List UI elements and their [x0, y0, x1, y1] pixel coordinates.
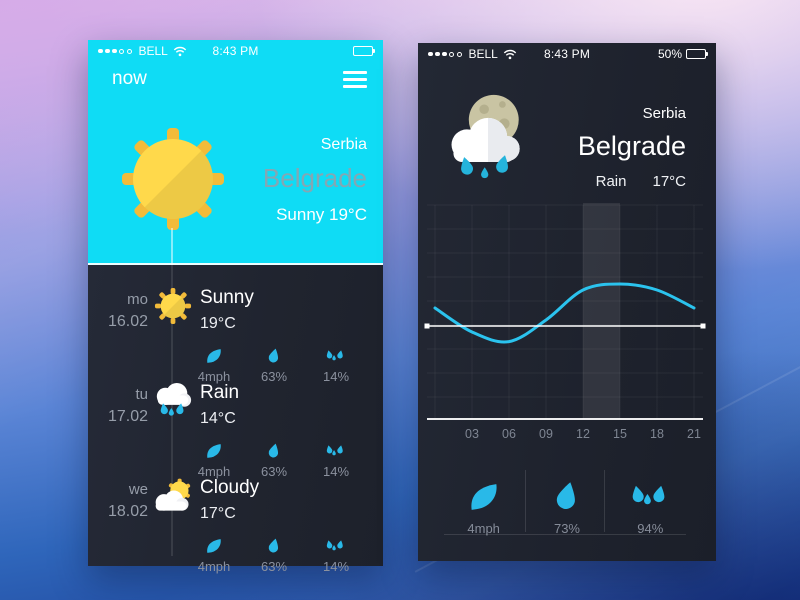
battery-icon [353, 46, 375, 56]
humidity-stat: 63% [254, 345, 294, 384]
country-label: Serbia [642, 105, 686, 122]
wind-stat: 4mph [190, 535, 238, 574]
rain-cloud-icon [152, 382, 194, 424]
wind-value: 4mph [197, 464, 231, 479]
day-date: 16.02 [107, 313, 148, 330]
wind-value: 4mph [197, 369, 231, 384]
day-date: 17.02 [107, 408, 148, 425]
sun-cloud-icon [152, 477, 194, 519]
raindrop-icon [254, 535, 294, 553]
humidity-value: 63% [260, 369, 288, 384]
battery-icon [686, 49, 708, 59]
clock: 8:43 PM [212, 44, 259, 58]
stats-divider [444, 534, 686, 535]
leaf-icon [190, 440, 238, 458]
raindrop-icon [525, 474, 608, 510]
precipitation-stat: 14% [314, 440, 358, 479]
leaf-icon [190, 345, 238, 363]
humidity-stat: 63% [254, 440, 294, 479]
precipitation-value: 14% [322, 369, 350, 384]
svg-text:03: 03 [465, 427, 479, 441]
day-name: tu [135, 386, 148, 403]
svg-text:12: 12 [576, 427, 590, 441]
current-conditions: Sunny 19°C [276, 205, 367, 224]
svg-text:21: 21 [687, 427, 701, 441]
country-label: Serbia [320, 136, 367, 153]
precipitation-value: 14% [322, 559, 350, 574]
page-title: now [112, 68, 147, 89]
hourly-temperature-chart: 03 06 09 12 15 18 21 [424, 203, 706, 441]
timeline-line [171, 228, 173, 265]
signal-strength-icon [98, 48, 132, 54]
humidity-value: 63% [260, 464, 288, 479]
city-label: Belgrade [262, 163, 367, 193]
stats-divider [525, 470, 526, 532]
svg-text:18: 18 [650, 427, 664, 441]
carrier-label: BELL [468, 47, 498, 61]
svg-text:06: 06 [502, 427, 516, 441]
raindrops-icon [314, 440, 358, 458]
forecast-row-monday[interactable]: mo 16.02 [88, 285, 383, 384]
raindrops-icon [314, 535, 358, 553]
condition-label: Rain [595, 173, 627, 190]
temperature-label: 19°C [200, 315, 236, 332]
temperature-label: 17°C [652, 173, 686, 190]
hamburger-menu-icon[interactable] [343, 70, 367, 88]
humidity-stat: 63% [254, 535, 294, 574]
precipitation-value: 14% [322, 464, 350, 479]
precipitation-value: 94% [637, 521, 664, 536]
signal-strength-icon [428, 51, 462, 57]
leaf-icon [442, 474, 525, 510]
humidity-stat: 73% [525, 468, 608, 548]
current-weather-panel: BELL 8:43 PM now [88, 40, 383, 265]
stats-divider [604, 470, 605, 532]
raindrops-icon [314, 345, 358, 363]
status-bar: BELL 8:43 PM 50% [418, 43, 716, 65]
sun-icon [122, 128, 224, 230]
day-name: we [128, 481, 148, 498]
precipitation-stat: 94% [609, 468, 692, 548]
wind-value: 4mph [467, 521, 500, 536]
current-stats: 4mph 73% 94% [442, 468, 692, 548]
raindrops-icon [609, 474, 692, 510]
raindrop-icon [254, 345, 294, 363]
day-name: mo [127, 291, 148, 308]
temperature-label: 14°C [200, 410, 236, 427]
weather-phone-detail: BELL 8:43 PM 50% [418, 43, 716, 561]
carrier-label: BELL [138, 44, 168, 58]
condition-label: Sunny [200, 287, 254, 308]
status-bar: BELL 8:43 PM [88, 40, 383, 62]
humidity-value: 63% [260, 559, 288, 574]
sun-icon [152, 287, 194, 329]
moon-rain-cloud-icon [451, 94, 520, 179]
forecast-row-tuesday[interactable]: tu 17.02 Rain 14°C [88, 380, 383, 479]
condition-label: Rain [200, 382, 240, 403]
forecast-list: mo 16.02 [88, 285, 383, 574]
wind-stat: 4mph [190, 345, 238, 384]
humidity-value: 73% [553, 521, 580, 536]
leaf-icon [190, 535, 238, 553]
forecast-row-wednesday[interactable]: we 18.02 [88, 475, 383, 574]
clock: 8:43 PM [543, 47, 591, 61]
wifi-icon [173, 46, 187, 56]
weather-phone-now: BELL 8:43 PM now [88, 40, 383, 574]
wind-stat: 4mph [190, 440, 238, 479]
city-label: Belgrade [577, 131, 686, 161]
battery-percent-label: 50% [657, 47, 682, 61]
wind-value: 4mph [197, 559, 231, 574]
precipitation-stat: 14% [314, 345, 358, 384]
condition-label: Cloudy [200, 477, 260, 498]
temperature-label: 17°C [200, 505, 236, 522]
svg-text:15: 15 [613, 427, 627, 441]
precipitation-stat: 14% [314, 535, 358, 574]
day-date: 18.02 [107, 503, 148, 520]
svg-text:09: 09 [539, 427, 553, 441]
raindrop-icon [254, 440, 294, 458]
wind-stat: 4mph [442, 468, 525, 548]
wifi-icon [503, 49, 517, 59]
